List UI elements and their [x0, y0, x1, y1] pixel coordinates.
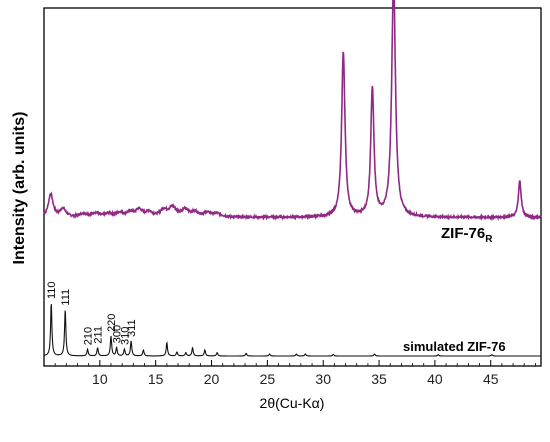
y-axis-title: Intensity (arb. units): [11, 112, 28, 265]
ticks-layer: 10 15 20 25 30 35 40 45: [54, 360, 536, 387]
x-tick-label: 20: [204, 371, 220, 387]
peak-label-310: 310: [119, 327, 131, 345]
x-tick-label: 15: [148, 371, 164, 387]
x-axis-title: 2θ(Cu-Kα): [260, 395, 325, 411]
x-tick-label: 30: [315, 371, 331, 387]
x-tick-label: 25: [260, 371, 276, 387]
peak-label-300: 300: [112, 325, 124, 343]
x-tick-label: 45: [483, 371, 499, 387]
x-tick-label: 10: [92, 371, 108, 387]
peak-label-220: 220: [106, 314, 118, 332]
peak-label-210: 210: [83, 327, 95, 345]
peak-label-110: 110: [46, 281, 58, 299]
peak-label-311: 311: [126, 319, 138, 337]
peak-label-211: 211: [93, 326, 105, 344]
series-label-zif-76r-main: ZIF-76: [441, 225, 485, 242]
series-line-simulated-zif-76: [44, 304, 541, 357]
series-label-zif-76r-subscript: R: [485, 234, 493, 245]
series-layer: [43, 0, 542, 357]
plot-frame: [43, 7, 542, 367]
peak-label-111: 111: [60, 289, 72, 306]
series-line-zif-76r: [43, 0, 542, 222]
x-tick-label: 35: [371, 371, 387, 387]
series-label-simulated-zif-76: simulated ZIF-76: [403, 339, 506, 354]
series-label-zif-76r: ZIF-76R: [441, 225, 493, 245]
x-tick-label: 40: [427, 371, 443, 387]
